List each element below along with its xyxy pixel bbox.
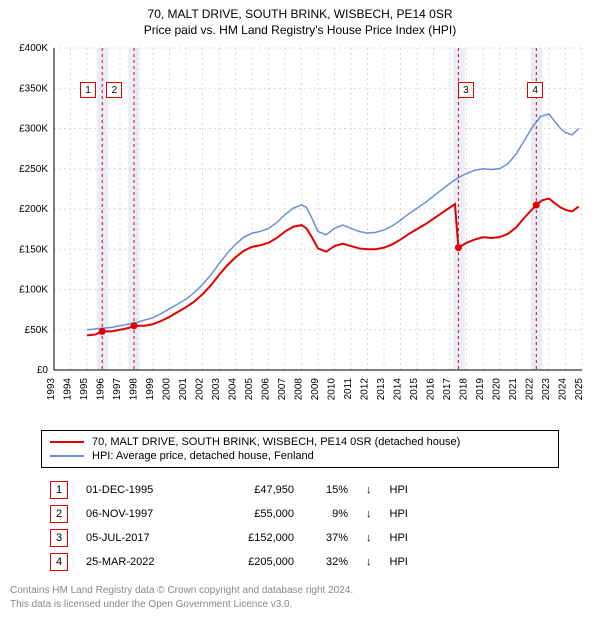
down-arrow-icon: ↓ [366,556,372,568]
price-chart: £0 £50K £100K £150K £200K £250K £300K £350K £400… [8,42,592,422]
event-number: 3 [50,529,68,547]
svg-text:2017: 2017 [442,378,453,401]
attribution-line: Contains HM Land Registry data © Crown c… [10,584,594,598]
svg-text:2025: 2025 [574,378,585,401]
svg-text:£100K: £100K [19,285,48,296]
event-vs: HPI [390,532,408,544]
svg-text:2022: 2022 [525,378,536,401]
svg-text:1999: 1999 [145,378,156,401]
svg-text:£300K: £300K [19,124,48,135]
svg-text:£400K: £400K [19,43,48,54]
chart-marker: 2 [106,82,122,98]
event-gap: 9% [312,508,348,520]
svg-text:2016: 2016 [426,378,437,401]
svg-text:1998: 1998 [129,378,140,401]
svg-text:£350K: £350K [19,84,48,95]
attribution-line: This data is licensed under the Open Gov… [10,598,594,612]
legend: 70, MALT DRIVE, SOUTH BRINK, WISBECH, PE… [41,430,559,468]
svg-text:2000: 2000 [162,378,173,401]
event-vs: HPI [390,556,408,568]
svg-text:2002: 2002 [195,378,206,401]
event-date: 06-NOV-1997 [86,508,196,520]
svg-text:1994: 1994 [63,378,74,401]
event-date: 01-DEC-1995 [86,484,196,496]
down-arrow-icon: ↓ [366,532,372,544]
event-price: £205,000 [214,556,294,568]
title-line-2: Price paid vs. HM Land Registry's House … [8,22,592,38]
event-date: 05-JUL-2017 [86,532,196,544]
svg-text:2012: 2012 [360,378,371,401]
legend-label: 70, MALT DRIVE, SOUTH BRINK, WISBECH, PE… [92,436,460,448]
svg-text:2007: 2007 [277,378,288,401]
svg-text:2019: 2019 [475,378,486,401]
svg-text:2013: 2013 [376,378,387,401]
svg-text:2020: 2020 [492,378,503,401]
event-number: 4 [50,553,68,571]
svg-text:£50K: £50K [25,325,49,336]
svg-text:1996: 1996 [96,378,107,401]
legend-row: HPI: Average price, detached house, Fenl… [50,449,550,463]
event-gap: 37% [312,532,348,544]
svg-text:2015: 2015 [409,378,420,401]
event-price: £152,000 [214,532,294,544]
legend-swatch [50,455,84,457]
event-price: £55,000 [214,508,294,520]
svg-text:2018: 2018 [459,378,470,401]
svg-text:2021: 2021 [508,378,519,401]
legend-swatch [50,441,84,443]
attribution: Contains HM Land Registry data © Crown c… [10,584,594,611]
event-number: 1 [50,481,68,499]
legend-label: HPI: Average price, detached house, Fenl… [92,450,314,462]
svg-text:£250K: £250K [19,164,48,175]
chart-marker: 1 [80,82,96,98]
svg-text:1997: 1997 [112,378,123,401]
table-row: 3 05-JUL-2017 £152,000 37% ↓ HPI [50,526,550,550]
svg-text:2008: 2008 [294,378,305,401]
event-price: £47,950 [214,484,294,496]
svg-text:2003: 2003 [211,378,222,401]
event-gap: 15% [312,484,348,496]
svg-text:2023: 2023 [541,378,552,401]
svg-text:1993: 1993 [46,378,57,401]
event-date: 25-MAR-2022 [86,556,196,568]
svg-text:£150K: £150K [19,245,48,256]
sale-events-table: 1 01-DEC-1995 £47,950 15% ↓ HPI 2 06-NOV… [50,478,550,574]
down-arrow-icon: ↓ [366,508,372,520]
svg-text:2009: 2009 [310,378,321,401]
event-vs: HPI [390,484,408,496]
svg-text:2006: 2006 [261,378,272,401]
legend-row: 70, MALT DRIVE, SOUTH BRINK, WISBECH, PE… [50,435,550,449]
svg-text:1995: 1995 [79,378,90,401]
title-line-1: 70, MALT DRIVE, SOUTH BRINK, WISBECH, PE… [8,6,592,22]
event-vs: HPI [390,508,408,520]
chart-marker: 3 [458,82,474,98]
table-row: 4 25-MAR-2022 £205,000 32% ↓ HPI [50,550,550,574]
table-row: 1 01-DEC-1995 £47,950 15% ↓ HPI [50,478,550,502]
svg-text:2004: 2004 [228,378,239,401]
table-row: 2 06-NOV-1997 £55,000 9% ↓ HPI [50,502,550,526]
svg-text:2024: 2024 [558,378,569,401]
svg-text:£200K: £200K [19,204,48,215]
svg-text:2011: 2011 [343,378,354,400]
svg-text:2005: 2005 [244,378,255,401]
svg-text:2010: 2010 [327,378,338,401]
event-number: 2 [50,505,68,523]
chart-marker: 4 [527,82,543,98]
svg-text:£0: £0 [37,365,49,376]
event-gap: 32% [312,556,348,568]
svg-text:2001: 2001 [178,378,189,401]
svg-text:2014: 2014 [393,378,404,401]
down-arrow-icon: ↓ [366,484,372,496]
chart-title: 70, MALT DRIVE, SOUTH BRINK, WISBECH, PE… [8,6,592,38]
